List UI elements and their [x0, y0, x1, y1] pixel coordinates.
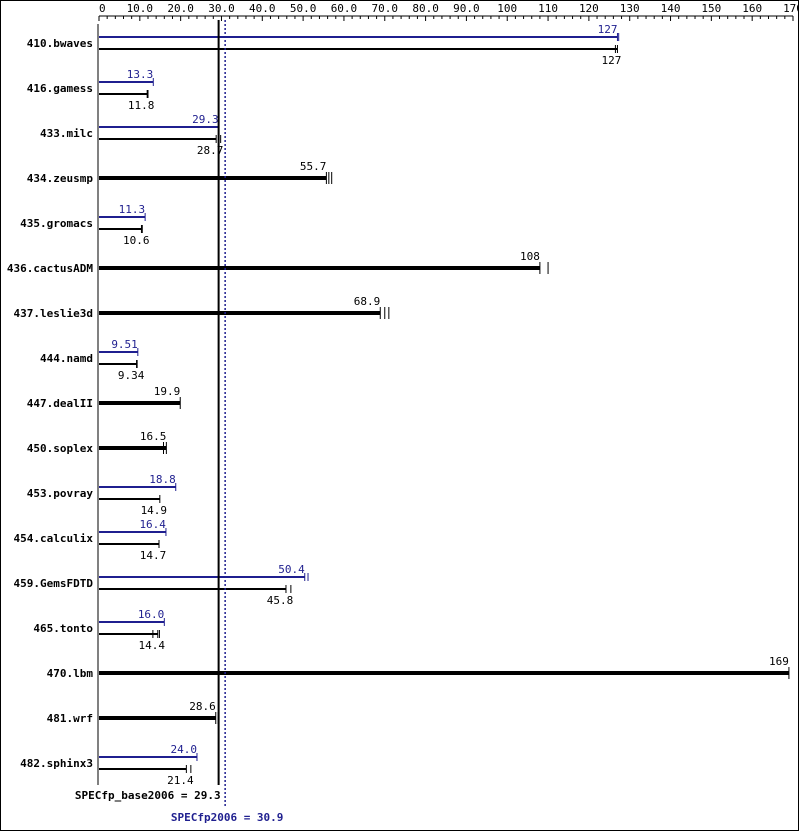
- base-value-label: 28.7: [197, 144, 224, 157]
- peak-value-label: 127: [598, 23, 618, 36]
- benchmark-label: 444.namd: [40, 352, 93, 365]
- peak-value-label: 29.3: [192, 113, 219, 126]
- benchmark-label: 454.calculix: [14, 532, 94, 545]
- benchmark-label: 435.gromacs: [20, 217, 93, 230]
- x-tick-label: 140: [661, 2, 681, 15]
- benchmark-label: 470.lbm: [47, 667, 94, 680]
- x-tick-label: 30.0: [208, 2, 235, 15]
- x-tick-label: 150: [701, 2, 721, 15]
- x-tick-label: 20.0: [167, 2, 194, 15]
- x-tick-label: 10.0: [127, 2, 154, 15]
- peak-value-label: 18.8: [149, 473, 176, 486]
- base-value-label: 14.7: [140, 549, 167, 562]
- base-value-label: 68.9: [354, 295, 381, 308]
- benchmark-label: 481.wrf: [47, 712, 93, 725]
- base-value-label: 14.4: [139, 639, 166, 652]
- benchmark-label: 465.tonto: [33, 622, 93, 635]
- benchmark-label: 437.leslie3d: [14, 307, 93, 320]
- benchmark-label: 482.sphinx3: [20, 757, 93, 770]
- benchmark-label: 410.bwaves: [27, 37, 93, 50]
- x-tick-label: 70.0: [372, 2, 399, 15]
- peak-value-label: 16.4: [139, 518, 166, 531]
- base-value-label: 10.6: [123, 234, 150, 247]
- benchmark-label: 434.zeusmp: [27, 172, 94, 185]
- x-tick-label: 160: [742, 2, 762, 15]
- x-tick-label: 170: [783, 2, 799, 15]
- x-tick-label: 120: [579, 2, 599, 15]
- peak-value-label: 16.0: [138, 608, 165, 621]
- x-tick-label: 130: [620, 2, 640, 15]
- x-tick-label: 60.0: [331, 2, 358, 15]
- base-value-label: 16.5: [140, 430, 167, 443]
- base-value-label: 11.8: [128, 99, 155, 112]
- peak-value-label: 24.0: [170, 743, 197, 756]
- base-value-label: 108: [520, 250, 540, 263]
- x-tick-label: 90.0: [453, 2, 480, 15]
- benchmark-label: 416.gamess: [27, 82, 93, 95]
- x-tick-label: 80.0: [412, 2, 439, 15]
- base-value-label: 14.9: [141, 504, 168, 517]
- base-value-label: 169: [769, 655, 789, 668]
- benchmark-label: 450.soplex: [27, 442, 94, 455]
- benchmark-label: 459.GemsFDTD: [14, 577, 94, 590]
- base-value-label: 19.9: [154, 385, 181, 398]
- base-value-label: 28.6: [189, 700, 216, 713]
- x-tick-label: 40.0: [249, 2, 276, 15]
- x-tick-label: 100: [497, 2, 517, 15]
- benchmark-label: 453.povray: [27, 487, 94, 500]
- peak-value-label: 11.3: [119, 203, 146, 216]
- base-summary-label: SPECfp_base2006 = 29.3: [75, 789, 221, 802]
- benchmark-label: 433.milc: [40, 127, 93, 140]
- x-tick-label: 110: [538, 2, 558, 15]
- x-tick-label: 50.0: [290, 2, 317, 15]
- base-value-label: 21.4: [167, 774, 194, 787]
- base-value-label: 45.8: [267, 594, 294, 607]
- peak-value-label: 13.3: [127, 68, 154, 81]
- benchmark-label: 436.cactusADM: [7, 262, 93, 275]
- peak-summary-label: SPECfp2006 = 30.9: [171, 811, 284, 824]
- peak-value-label: 50.4: [278, 563, 305, 576]
- x-tick-label: 0: [99, 2, 106, 15]
- base-value-label: 9.34: [118, 369, 145, 382]
- base-value-label: 127: [602, 54, 622, 67]
- base-value-label: 55.7: [300, 160, 327, 173]
- benchmark-label: 447.dealII: [27, 397, 93, 410]
- peak-value-label: 9.51: [111, 338, 138, 351]
